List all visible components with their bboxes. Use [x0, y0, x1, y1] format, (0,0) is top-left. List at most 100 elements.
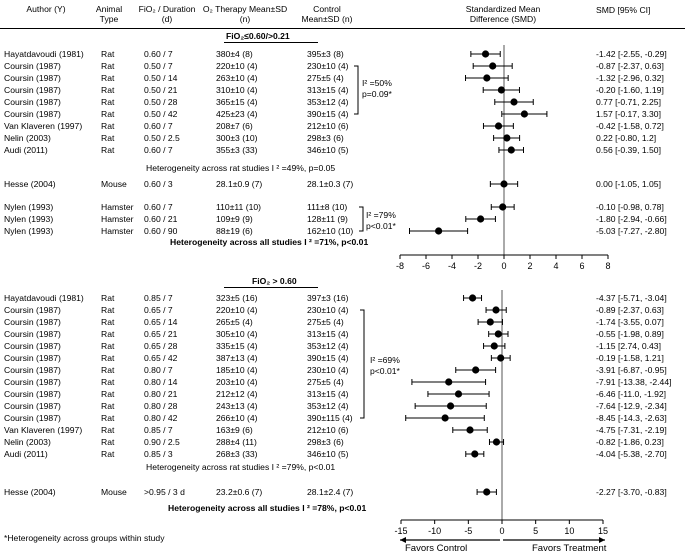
cell-smd-ci: -1.32 [-2.96, 0.32]: [596, 73, 664, 83]
cell-smd-ci: -1.80 [-2.94, -0.66]: [596, 214, 667, 224]
cell-fio2: 0.60 / 21: [144, 214, 178, 224]
panel2-het-rat: Heterogeneity across rat studies I ² =79…: [146, 462, 336, 472]
cell-smd-ci: -0.82 [-1.86, 0.23]: [596, 437, 664, 447]
cell-o2: 380±4 (8): [216, 49, 253, 59]
cell-animal: Rat: [101, 317, 115, 327]
cell-author: Van Klaveren (1997): [4, 121, 83, 131]
cell-control: 346±10 (5): [307, 449, 349, 459]
panel2-bracket-rat-i2: I² =69%: [370, 355, 400, 365]
header-control: Control Mean±SD (n): [301, 4, 353, 24]
cell-o2: 265±5 (4): [216, 317, 253, 327]
footnote: *Heterogeneity across groups within stud…: [4, 533, 165, 543]
x-tick-label: -8: [396, 261, 404, 271]
cell-o2: 23.2±0.6 (7): [216, 487, 263, 497]
cell-author: Hesse (2004): [4, 487, 56, 497]
x-tick-label: -15: [394, 526, 407, 536]
cell-author: Coursin (1987): [4, 329, 61, 339]
smd-point: [472, 366, 480, 374]
cell-control: 353±12 (4): [307, 97, 349, 107]
cell-author: Coursin (1987): [4, 305, 61, 315]
x-tick-label: 6: [579, 261, 584, 271]
cell-animal: Rat: [101, 329, 115, 339]
panel2-title-rule: [224, 287, 318, 288]
cell-o2: 305±10 (4): [216, 329, 258, 339]
cell-o2: 212±12 (4): [216, 389, 258, 399]
cell-o2: 335±15 (4): [216, 341, 258, 351]
cell-fio2: 0.80 / 42: [144, 413, 178, 423]
smd-point: [497, 354, 505, 362]
cell-fio2: 0.60 / 7: [144, 145, 173, 155]
favors-treatment-label: Favors Treatment: [532, 543, 607, 554]
cell-control: 395±3 (8): [307, 49, 344, 59]
x-tick-label: 5: [533, 526, 538, 536]
x-tick-label: -4: [448, 261, 456, 271]
cell-fio2: 0.85 / 3: [144, 449, 173, 459]
x-tick-label: 15: [598, 526, 608, 536]
smd-point: [446, 402, 455, 410]
panel1-het-rat: Heterogeneity across rat studies I ² =49…: [146, 163, 336, 173]
cell-author: Hayatdavoudi (1981): [4, 49, 84, 59]
cell-animal: Hamster: [101, 226, 134, 236]
smd-point: [499, 203, 507, 211]
cell-smd-ci: -3.91 [-6.87, -0.95]: [596, 365, 667, 375]
cell-smd-ci: -7.64 [-12.9, -2.34]: [596, 401, 667, 411]
cell-smd-ci: -1.15 [2.74, 0.43]: [596, 341, 661, 351]
cell-smd-ci: -0.89 [-2.37, 0.63]: [596, 305, 664, 315]
cell-animal: Rat: [101, 145, 115, 155]
cell-animal: Rat: [101, 425, 115, 435]
cell-author: Coursin (1987): [4, 389, 61, 399]
smd-point: [477, 215, 485, 223]
cell-fio2: 0.80 / 14: [144, 377, 178, 387]
cell-smd-ci: -0.19 [-1.58, 1.21]: [596, 353, 664, 363]
cell-animal: Hamster: [101, 214, 134, 224]
cell-animal: Mouse: [101, 487, 127, 497]
smd-point: [435, 227, 443, 235]
cell-animal: Rat: [101, 121, 115, 131]
cell-smd-ci: 0.77 [-0.71, 2.25]: [596, 97, 661, 107]
cell-author: Nelin (2003): [4, 133, 51, 143]
cell-fio2: 0.50 / 21: [144, 85, 178, 95]
cell-author: Coursin (1987): [4, 365, 61, 375]
cell-control: 313±15 (4): [307, 85, 349, 95]
x-tick-label: 8: [605, 261, 610, 271]
cell-o2: 323±5 (16): [216, 293, 258, 303]
cell-smd-ci: -4.04 [-5.38, -2.70]: [596, 449, 667, 459]
panel1-bracket-rat-p: p=0.09*: [362, 89, 392, 99]
cell-fio2: 0.90 / 2.5: [144, 437, 180, 447]
cell-animal: Rat: [101, 97, 115, 107]
cell-animal: Mouse: [101, 179, 127, 189]
cell-control: 397±3 (16): [307, 293, 349, 303]
cell-author: Nylen (1993): [4, 214, 54, 224]
cell-author: Nelin (2003): [4, 437, 51, 447]
header-author: Author (Y): [26, 4, 66, 14]
favors-control-label: Favors Control: [405, 543, 468, 554]
cell-fio2: 0.50 / 28: [144, 97, 178, 107]
cell-animal: Rat: [101, 365, 115, 375]
cell-smd-ci: -8.45 [-14.3, -2.63]: [596, 413, 667, 423]
cell-fio2: 0.85 / 7: [144, 425, 173, 435]
header-fio2: FiO₂ / Duration (d): [138, 4, 196, 24]
cell-animal: Rat: [101, 401, 115, 411]
cell-control: 230±10 (4): [307, 305, 349, 315]
x-tick-label: -5: [464, 526, 472, 536]
cell-fio2: 0.60 / 3: [144, 179, 173, 189]
cell-animal: Rat: [101, 413, 115, 423]
smd-point: [441, 414, 449, 422]
header-o2: O₂ Therapy Mean±SD (n): [202, 4, 288, 24]
cell-author: Coursin (1987): [4, 85, 61, 95]
smd-point: [492, 438, 501, 446]
smd-point: [490, 342, 498, 350]
smd-point: [471, 450, 479, 458]
cell-smd-ci: -7.91 [-13.38, -2.44]: [596, 377, 672, 387]
cell-control: 275±5 (4): [307, 317, 344, 327]
x-tick-label: 2: [527, 261, 532, 271]
cell-smd-ci: -2.27 [-3.70, -0.83]: [596, 487, 667, 497]
cell-animal: Rat: [101, 449, 115, 459]
cell-author: Nylen (1993): [4, 202, 54, 212]
cell-smd-ci: 1.57 [-0.17, 3.30]: [596, 109, 661, 119]
favors-treatment-arrow-head: [599, 537, 605, 543]
smd-point: [483, 488, 491, 496]
cell-animal: Hamster: [101, 202, 134, 212]
cell-control: 298±3 (6): [307, 133, 344, 143]
cell-control: 230±10 (4): [307, 365, 349, 375]
